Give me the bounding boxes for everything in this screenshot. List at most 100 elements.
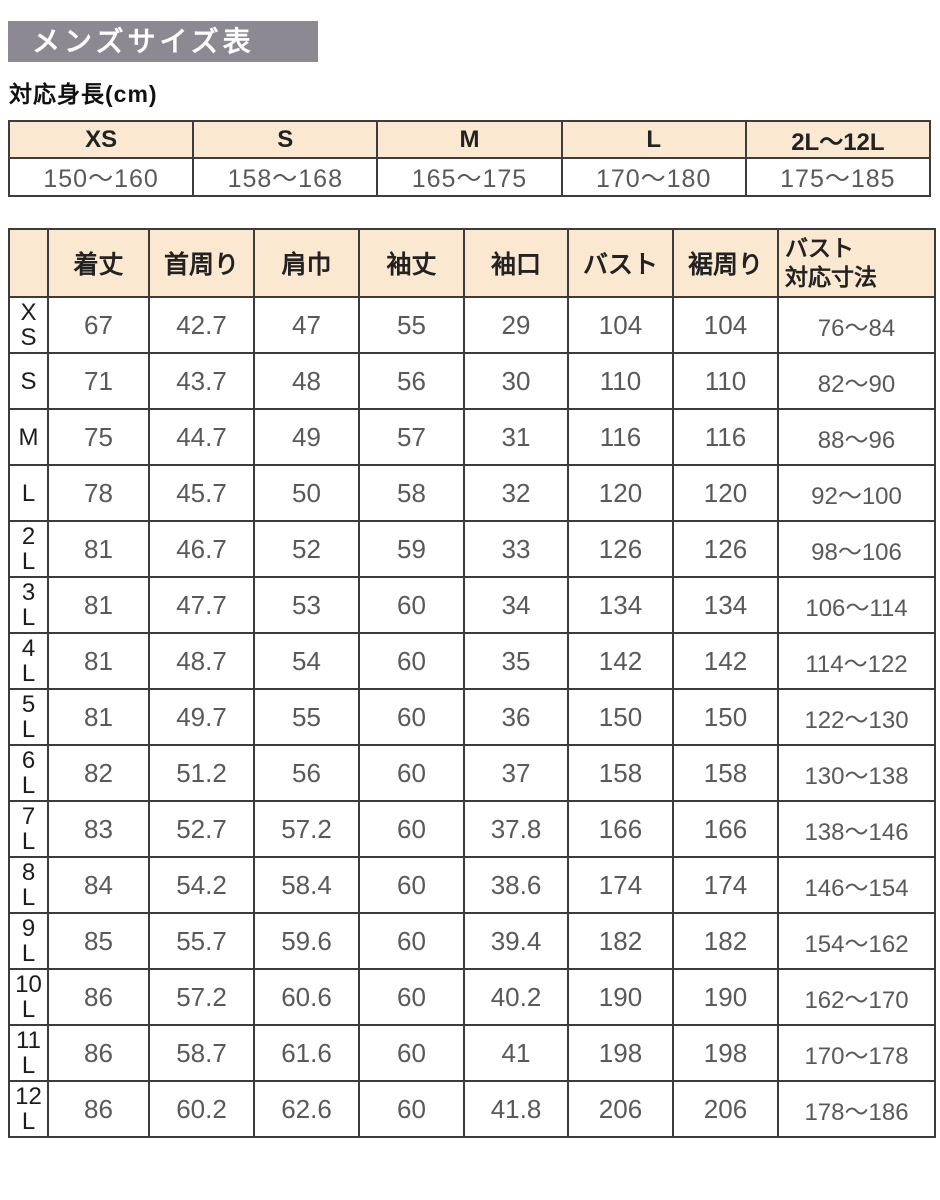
size-value-cell: 116: [567, 408, 674, 466]
size-value-cell: 60: [358, 968, 465, 1026]
row-size-label-line: L: [21, 1052, 36, 1079]
height-section-label: 対応身長(cm): [9, 81, 158, 107]
size-value-cell: 174: [672, 856, 779, 914]
size-value-cell: 62.6: [253, 1080, 360, 1138]
size-value-cell: 142: [567, 632, 674, 690]
row-size-label: 10 L: [8, 968, 49, 1026]
size-col-header: 首周り: [148, 228, 255, 298]
size-value-cell: 37: [463, 744, 569, 802]
size-table-row: 11 L 86 58.7 61.6 60 41 198 198 170～178: [8, 1024, 936, 1082]
row-size-label-line: 12: [15, 1083, 42, 1110]
size-value-cell: 60: [358, 1024, 465, 1082]
size-value-cell: 81: [47, 632, 150, 690]
size-value-cell: 88～96: [777, 408, 936, 466]
size-value-cell: 83: [47, 800, 150, 858]
size-value-cell: 198: [672, 1024, 779, 1082]
size-table-row: 4 L 81 48.7 54 60 35 142 142 114～122: [8, 632, 936, 690]
size-value-cell: 104: [567, 296, 674, 354]
row-size-label-line: L: [21, 548, 36, 575]
size-table-row: 6 L 82 51.2 56 60 37 158 158 130～138: [8, 744, 936, 802]
height-col-header: XS: [7, 120, 195, 159]
size-value-cell: 182: [672, 912, 779, 970]
size-col-header: バスト: [567, 228, 674, 298]
size-value-cell: 106～114: [777, 576, 936, 634]
size-table-row: 10 L 86 57.2 60.6 60 40.2 190 190 162～170: [8, 968, 936, 1026]
size-value-cell: 58: [358, 464, 465, 522]
size-value-cell: 52: [253, 520, 360, 578]
size-value-cell: 48.7: [148, 632, 255, 690]
size-value-cell: 130～138: [777, 744, 936, 802]
height-range-cell: 158～168: [192, 157, 379, 197]
size-value-cell: 49: [253, 408, 360, 466]
size-table-row: 2 L 81 46.7 52 59 33 126 126 98～106: [8, 520, 936, 578]
size-value-cell: 60.2: [148, 1080, 255, 1138]
size-value-cell: 47: [253, 296, 360, 354]
size-value-cell: 50: [253, 464, 360, 522]
row-size-label-line: 2: [21, 523, 36, 550]
row-size-label-line: 4: [21, 635, 36, 662]
size-value-cell: 158: [672, 744, 779, 802]
row-size-label-line: 5: [21, 691, 36, 718]
size-value-cell: 41: [463, 1024, 569, 1082]
size-table-row: X S 67 42.7 47 55 29 104 104 76～84: [8, 296, 936, 354]
size-value-cell: 166: [672, 800, 779, 858]
size-value-cell: 60: [358, 688, 465, 746]
height-col-header: L: [560, 120, 747, 159]
size-value-cell: 47.7: [148, 576, 255, 634]
size-table-row: S 71 43.7 48 56 30 110 110 82～90: [8, 352, 936, 410]
row-size-label-line: 6: [21, 747, 36, 774]
row-size-label: L: [8, 464, 49, 522]
size-table-header-row: 着丈 首周り 肩巾 袖丈 袖口 バスト 裾周り バスト 対応寸法: [8, 228, 936, 298]
size-value-cell: 60: [358, 632, 465, 690]
height-table-value-row: 150～160 158～168 165～175 170～180 175～185: [7, 157, 932, 197]
size-value-cell: 110: [567, 352, 674, 410]
size-table-row: 12 L 86 60.2 62.6 60 41.8 206 206 178～186: [8, 1080, 936, 1138]
size-value-cell: 54: [253, 632, 360, 690]
size-value-cell: 67: [47, 296, 150, 354]
size-value-cell: 60: [358, 744, 465, 802]
size-value-cell: 71: [47, 352, 150, 410]
size-value-cell: 54.2: [148, 856, 255, 914]
row-size-label-line: L: [21, 660, 36, 687]
row-size-label-line: L: [21, 828, 36, 855]
height-col-header: 2L～12L: [744, 120, 932, 159]
size-value-cell: 57.2: [253, 800, 360, 858]
size-value-cell: 58.7: [148, 1024, 255, 1082]
size-value-cell: 86: [47, 968, 150, 1026]
size-value-cell: 81: [47, 520, 150, 578]
row-size-label-line: L: [21, 940, 36, 967]
size-value-cell: 86: [47, 1080, 150, 1138]
size-value-cell: 158: [567, 744, 674, 802]
size-value-cell: 39.4: [463, 912, 569, 970]
size-value-cell: 29: [463, 296, 569, 354]
size-value-cell: 38.6: [463, 856, 569, 914]
size-value-cell: 190: [567, 968, 674, 1026]
size-value-cell: 58.4: [253, 856, 360, 914]
size-value-cell: 75: [47, 408, 150, 466]
size-value-cell: 35: [463, 632, 569, 690]
size-col-header: 着丈: [47, 228, 150, 298]
height-range-cell: 165～175: [376, 157, 563, 197]
size-value-cell: 120: [672, 464, 779, 522]
size-value-cell: 43.7: [148, 352, 255, 410]
size-value-cell: 82: [47, 744, 150, 802]
size-value-cell: 104: [672, 296, 779, 354]
size-value-cell: 98～106: [777, 520, 936, 578]
size-value-cell: 45.7: [148, 464, 255, 522]
size-value-cell: 33: [463, 520, 569, 578]
size-value-cell: 190: [672, 968, 779, 1026]
size-col-header: 袖口: [463, 228, 569, 298]
row-size-label: 11 L: [8, 1024, 49, 1082]
size-value-cell: 116: [672, 408, 779, 466]
size-value-cell: 206: [567, 1080, 674, 1138]
size-value-cell: 60: [358, 576, 465, 634]
col-header-bust-range-line2: 対応寸法: [785, 264, 877, 290]
size-table-row: 5 L 81 49.7 55 60 36 150 150 122～130: [8, 688, 936, 746]
size-value-cell: 170～178: [777, 1024, 936, 1082]
